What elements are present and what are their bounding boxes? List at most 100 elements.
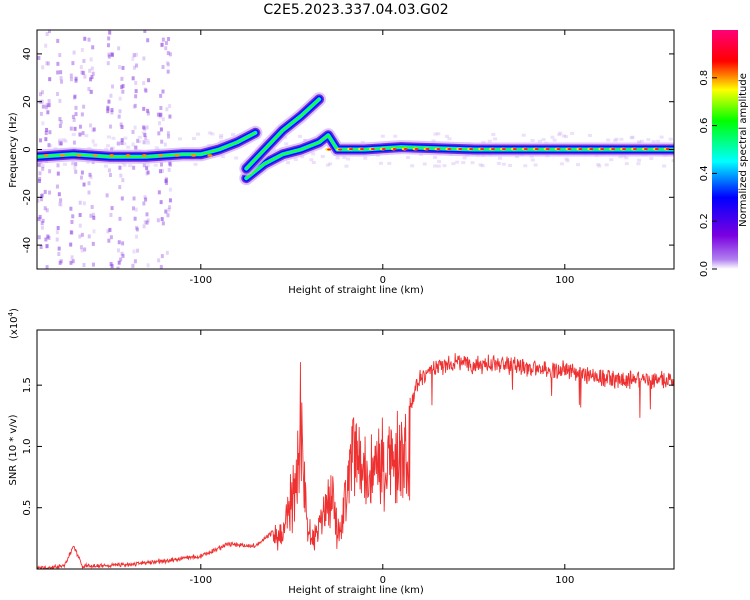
speckle (649, 156, 654, 160)
speckle (168, 52, 172, 57)
ytick-label: 0 (22, 146, 33, 152)
speckle (83, 74, 87, 79)
speckle (37, 164, 42, 168)
speckle (56, 226, 60, 231)
speckle (137, 135, 142, 139)
speckle (106, 144, 111, 148)
spectrogram-ticks: -100 0 100 -40 -20 0 20 40 (22, 30, 674, 286)
speckle (146, 111, 150, 116)
speckle (109, 212, 113, 217)
snr-scale-exp: 4 (7, 311, 15, 316)
speckle (133, 259, 137, 264)
hot-dot (327, 148, 332, 151)
speckle (159, 264, 163, 269)
speckle (166, 69, 170, 74)
speckle (134, 94, 138, 99)
speckle (106, 43, 110, 48)
speckle (82, 104, 86, 109)
speckle (120, 76, 124, 81)
ytick-label: -40 (22, 237, 33, 253)
speckle (107, 52, 111, 57)
speckle (79, 175, 83, 180)
speckle (146, 263, 150, 268)
speckle (45, 61, 49, 66)
speckle (219, 133, 224, 137)
snr-line (37, 353, 674, 569)
snr-series-line (37, 353, 674, 569)
hot-dot (191, 154, 197, 157)
speckle (80, 170, 84, 175)
spectral-track (245, 98, 321, 170)
speckle (72, 50, 76, 55)
hot-dot (92, 154, 98, 157)
speckle (79, 245, 83, 250)
speckle (533, 163, 538, 167)
snr-panel: -100 0 100 0.5 1.0 1.5 Height of straight lin… (7, 308, 675, 596)
speckle (550, 135, 555, 139)
speckle (491, 132, 496, 136)
speckle (107, 238, 111, 243)
speckle (57, 252, 61, 257)
speckle (71, 61, 75, 66)
speckle (177, 137, 182, 141)
speckle (46, 110, 50, 115)
ytick-label: 40 (22, 48, 33, 61)
speckle (119, 122, 123, 127)
speckle (346, 157, 351, 161)
speckle (80, 248, 84, 253)
speckle (168, 104, 172, 109)
speckle (311, 161, 316, 165)
hot-dot (632, 148, 637, 151)
speckle (41, 166, 45, 171)
hot-dot (59, 154, 65, 157)
speckle (58, 202, 62, 207)
speckle (41, 164, 45, 169)
speckle (69, 206, 73, 211)
speckle (541, 138, 546, 142)
speckle (147, 78, 151, 83)
speckle (231, 132, 236, 136)
speckle (387, 161, 392, 165)
colorbar-tick-label: 0.0 (699, 261, 710, 277)
spectral-track (37, 131, 257, 158)
speckle (73, 94, 77, 99)
speckle (168, 162, 172, 167)
hot-dot (403, 148, 408, 151)
speckle (48, 169, 52, 174)
speckle (433, 132, 438, 136)
speckle (145, 212, 149, 217)
speckle (497, 156, 502, 160)
speckle (166, 131, 170, 136)
spectrogram-xlabel: Height of straight line (km) (288, 285, 424, 296)
speckle (55, 184, 59, 189)
speckle (118, 165, 122, 170)
hot-dot (491, 148, 495, 151)
speckle (131, 264, 135, 269)
speckle (59, 259, 63, 264)
speckle (142, 81, 146, 86)
speckle (40, 221, 44, 226)
speckle (437, 160, 442, 164)
speckle (56, 171, 60, 176)
speckle (57, 192, 61, 197)
hot-dot (501, 148, 506, 151)
speckle (146, 38, 150, 43)
speckle (478, 163, 483, 167)
speckle (91, 71, 95, 76)
speckle (105, 193, 109, 198)
speckle (481, 140, 486, 144)
spectrogram-ylabel: Frequency (Hz) (8, 112, 19, 188)
speckle (146, 218, 150, 223)
speckle (116, 142, 121, 146)
speckle (56, 38, 60, 43)
speckle (166, 213, 170, 218)
speckle (78, 124, 82, 129)
speckle (74, 162, 78, 167)
speckle (78, 213, 82, 218)
speckle (363, 156, 368, 160)
speckle (493, 137, 498, 141)
speckle (55, 237, 59, 242)
speckle (55, 230, 59, 235)
speckle (110, 52, 114, 57)
speckle (134, 52, 138, 57)
